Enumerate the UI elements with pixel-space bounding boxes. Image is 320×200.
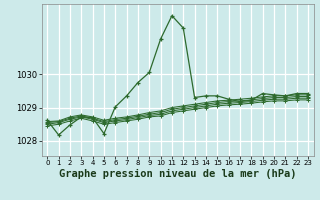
X-axis label: Graphe pression niveau de la mer (hPa): Graphe pression niveau de la mer (hPa) xyxy=(59,169,296,179)
